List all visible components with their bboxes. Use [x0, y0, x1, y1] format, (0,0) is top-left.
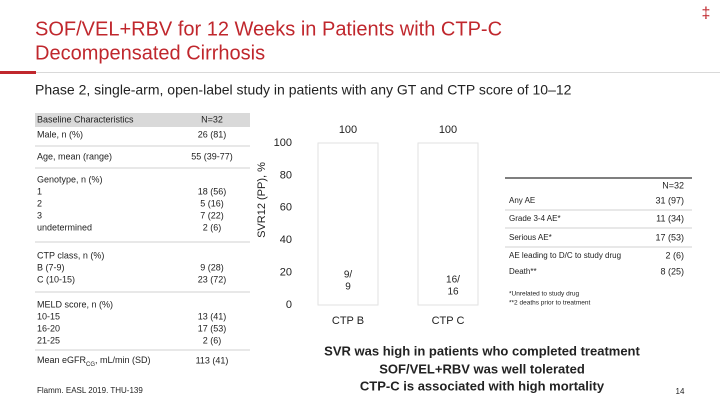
bar-label: 9: [345, 282, 351, 293]
table-cell: Genotype, n (%): [37, 174, 103, 184]
footnote: *Unrelated to study drug: [509, 291, 579, 298]
ae-cell: 17 (53): [655, 232, 684, 242]
table-cell: 5 (16): [200, 198, 224, 208]
title-line: SOF/VEL+RBV for 12 Weeks in Patients wit…: [35, 18, 502, 40]
conclusion: SOF/VEL+RBV was well tolerated: [379, 361, 585, 376]
table-cell: CTP class, n (%): [37, 250, 104, 260]
subtitle: Phase 2, single-arm, open-label study in…: [35, 82, 572, 98]
ae-cell: Any AE: [509, 196, 535, 205]
ae-cell: 2 (6): [665, 250, 684, 260]
ae-cell: 31 (97): [655, 195, 684, 205]
accent-bar: [0, 71, 36, 74]
bar: [317, 142, 379, 306]
table-header: N=32: [201, 114, 223, 124]
bar: [417, 142, 479, 306]
footnote: **2 deaths prior to treatment: [509, 300, 590, 307]
table-cell: 21-25: [37, 335, 60, 345]
table-cell: 2 (6): [203, 222, 222, 232]
title-line: Decompensated Cirrhosis: [35, 42, 265, 64]
conclusion: SVR was high in patients who completed t…: [324, 343, 640, 358]
y-tick-label: 40: [280, 234, 292, 246]
table-cell: 23 (72): [198, 274, 227, 284]
ae-cell: Grade 3-4 AE*: [509, 214, 561, 223]
bar-label: 16: [447, 287, 459, 298]
table-cell: 113 (41): [196, 355, 229, 365]
table-cell: Male, n (%): [37, 129, 83, 139]
x-tick-label: CTP B: [332, 315, 364, 327]
table-cell: 13 (41): [198, 311, 227, 321]
value-label: 100: [439, 124, 457, 136]
table-cell: 2 (6): [203, 335, 222, 345]
slide-mark: ‡: [702, 5, 711, 22]
table-cell: 1: [37, 186, 42, 196]
table-cell: 10-15: [37, 311, 60, 321]
bar-label: 9/: [344, 270, 353, 281]
x-tick-label: CTP C: [432, 315, 465, 327]
table-cell: 3: [37, 210, 42, 220]
conclusion: CTP-C is associated with high mortality: [360, 378, 605, 393]
ae-cell: AE leading to D/C to study drug: [509, 251, 621, 260]
table-cell: Age, mean (range): [37, 151, 112, 161]
table-cell: C (10-15): [37, 274, 75, 284]
table-cell: MELD score, n (%): [37, 299, 113, 309]
ae-header: N=32: [662, 180, 684, 190]
ae-cell: 8 (25): [660, 266, 684, 276]
y-tick-label: 0: [286, 299, 292, 311]
table-cell: 17 (53): [198, 323, 227, 333]
bar-label: 16/: [446, 275, 460, 286]
table-cell: 9 (28): [200, 262, 224, 272]
table-header: Baseline Characteristics: [37, 114, 134, 124]
citation: Flamm. EASL 2019. THU-139: [37, 386, 143, 395]
table-cell: 26 (81): [198, 129, 227, 139]
table-cell: 16-20: [37, 323, 60, 333]
y-tick-label: 60: [280, 202, 292, 214]
table-cell: B (7-9): [37, 262, 65, 272]
table-header-bg: [35, 113, 250, 127]
egfr-subscript: CG: [86, 362, 95, 368]
table-cell: 7 (22): [200, 210, 224, 220]
value-label: 100: [339, 124, 357, 136]
table-cell: 18 (56): [198, 186, 227, 196]
ae-cell: Serious AE*: [509, 233, 552, 242]
page-number: 14: [676, 387, 685, 396]
y-axis-label: SVR12 (PP), %: [256, 162, 268, 238]
table-cell: Mean eGFRCG, mL/min (SD): [37, 355, 151, 367]
egfr-label: Mean eGFR: [37, 355, 87, 365]
ae-cell: Death**: [509, 267, 537, 276]
y-tick-label: 20: [280, 267, 292, 279]
y-tick-label: 80: [280, 169, 292, 181]
table-cell: undetermined: [37, 222, 92, 232]
table-cell: 55 (39-77): [191, 151, 233, 161]
y-tick-label: 100: [274, 137, 292, 149]
table-cell: 2: [37, 198, 42, 208]
ae-cell: 11 (34): [656, 213, 684, 223]
egfr-label-rest: , mL/min (SD): [95, 355, 151, 365]
